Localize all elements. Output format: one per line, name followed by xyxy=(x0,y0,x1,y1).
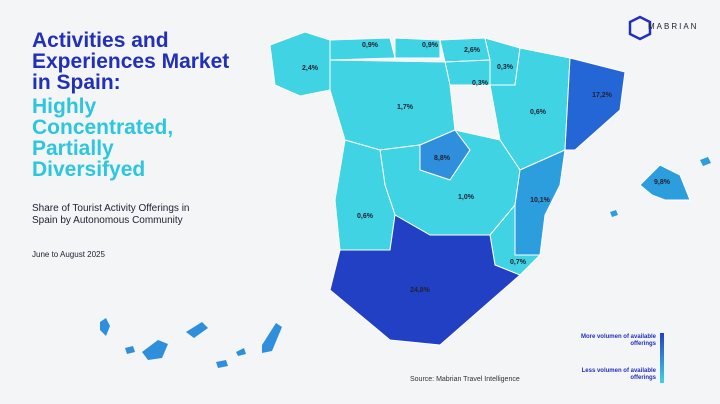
region-label: 0,9% xyxy=(422,42,439,49)
region xyxy=(269,31,331,97)
legend-bar xyxy=(660,333,664,383)
title-highlight: Highly Concentrated, Partially Diversify… xyxy=(32,95,174,181)
source: Source: Mabrian Travel Intelligence xyxy=(410,376,520,383)
region xyxy=(564,57,626,151)
region-label: 0,3% xyxy=(472,80,489,87)
region-label: 0,3% xyxy=(497,64,514,71)
region-label: 0,6% xyxy=(357,213,374,220)
region-label: 1,0% xyxy=(458,194,475,201)
region-label: 0,7% xyxy=(510,259,527,266)
region-label: 0,6% xyxy=(530,109,547,116)
title: Activities and Experiences Market in Spa… xyxy=(32,29,230,94)
region xyxy=(329,59,456,151)
legend-high: More volumen of available offerings xyxy=(580,334,656,347)
region-label: 8,8% xyxy=(434,155,451,162)
logo: MABRIAN xyxy=(648,22,699,31)
period: June to August 2025 xyxy=(32,250,105,259)
region-label: 10,1% xyxy=(530,197,551,204)
region-label: 2,4% xyxy=(302,65,319,72)
region-label: 2,6% xyxy=(464,47,481,54)
region xyxy=(329,214,521,346)
region-label: 17,2% xyxy=(592,92,613,99)
canary-islands xyxy=(100,318,282,368)
region-label: 0,9% xyxy=(362,42,379,49)
region-label: 9,8% xyxy=(654,179,671,186)
region-label: 24,8% xyxy=(410,287,431,294)
region xyxy=(394,37,441,59)
logo-icon xyxy=(628,15,652,41)
subtitle: Share of Tourist Activity Offerings in S… xyxy=(32,203,190,226)
region xyxy=(639,164,691,201)
legend-low: Less volumen of available offerings xyxy=(581,368,656,381)
region-label: 1,7% xyxy=(397,104,414,111)
